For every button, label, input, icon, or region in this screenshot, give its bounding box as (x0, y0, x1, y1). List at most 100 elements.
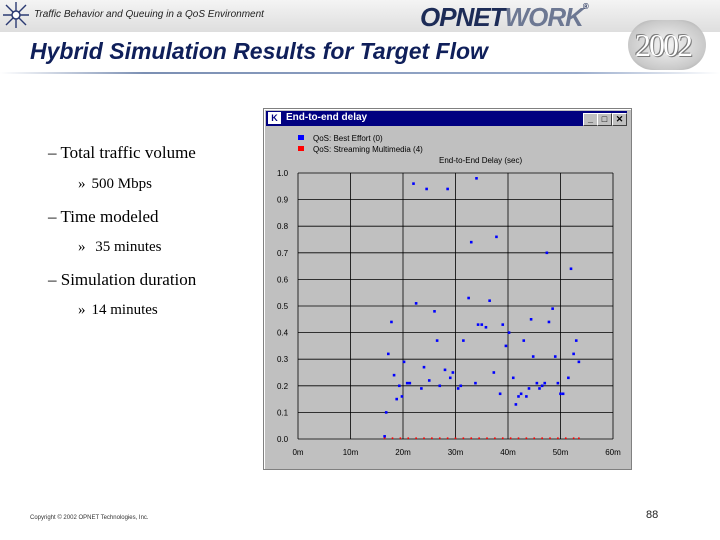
best-effort-point (383, 435, 386, 438)
best-effort-point (384, 411, 388, 414)
best-effort-point (551, 307, 554, 310)
streaming-point (486, 437, 488, 440)
legend-swatch-streaming (298, 146, 304, 151)
close-button[interactable]: ✕ (612, 113, 627, 126)
best-effort-point (387, 352, 390, 356)
best-effort-point (420, 387, 423, 390)
best-effort-point (390, 320, 393, 324)
best-effort-point (547, 320, 551, 324)
year-text: 2002 (635, 27, 693, 63)
x-tick-label: 0m (292, 448, 303, 457)
subbullet-value: 500 Mbps (91, 176, 152, 192)
best-effort-point (522, 339, 526, 342)
best-effort-point (433, 310, 436, 313)
x-tick-label: 30m (448, 448, 464, 457)
best-effort-point (535, 381, 539, 385)
subbullet-marker: » (78, 302, 86, 318)
best-effort-point (459, 384, 463, 388)
logo-main: OPNET (420, 2, 506, 32)
best-effort-point (467, 296, 470, 300)
best-effort-point (525, 395, 528, 398)
best-effort-point (577, 360, 581, 364)
best-effort-point (574, 339, 578, 342)
streaming-point (431, 437, 433, 440)
bullet-simulation-duration: – Simulation duration (48, 270, 197, 289)
best-effort-point (456, 387, 460, 390)
logo-registered-mark: ® (582, 2, 589, 11)
x-tick-label: 20m (395, 448, 411, 457)
best-effort-point (405, 381, 409, 385)
best-effort-point (495, 235, 498, 239)
delay-scatter-chart: QoS: Best Effort (0) QoS: Streaming Mult… (277, 134, 621, 457)
best-effort-point (561, 392, 565, 396)
best-effort-point (498, 392, 502, 396)
streaming-point (494, 437, 496, 440)
y-tick-label: 0.8 (277, 222, 289, 231)
streaming-point (517, 437, 520, 440)
x-axis-ticks: 0m 10m 20m 30m 40m 50m 60m (292, 448, 621, 457)
streaming-point (407, 437, 410, 440)
streaming-point (525, 437, 528, 440)
best-effort-point (469, 240, 473, 244)
best-effort-point (545, 251, 549, 255)
best-effort-point (504, 344, 508, 348)
best-effort-point (572, 352, 575, 356)
best-effort-point (412, 182, 415, 185)
chart-title: End-to-End Delay (sec) (439, 156, 522, 165)
deck-subtitle: Traffic Behavior and Queuing in a QoS En… (34, 9, 264, 20)
y-tick-label: 0.0 (277, 435, 289, 444)
best-effort-point (540, 384, 544, 388)
y-tick-label: 0.1 (277, 408, 289, 417)
subbullet-value: 14 minutes (91, 302, 158, 318)
streaming-point (470, 437, 473, 440)
streaming-point (501, 437, 504, 440)
best-effort-point (480, 323, 484, 326)
y-tick-label: 0.6 (277, 275, 289, 284)
y-tick-label: 0.9 (277, 196, 289, 205)
y-tick-label: 0.4 (277, 329, 289, 338)
best-effort-point (514, 403, 518, 406)
y-tick-label: 0.2 (277, 382, 289, 391)
title-divider (0, 72, 720, 74)
streaming-point (557, 437, 559, 440)
streaming-point (509, 437, 512, 440)
subbullet-marker: » (78, 176, 86, 192)
streaming-point (446, 437, 449, 440)
best-effort-point (559, 392, 562, 396)
streaming-point (478, 437, 480, 440)
subbullet-simulation-duration: » 14 minutes (78, 302, 158, 319)
x-tick-label: 50m (553, 448, 569, 457)
best-effort-point (402, 360, 406, 364)
window-titlebar[interactable]: K End-to-end delay _ □ ✕ (266, 111, 627, 126)
best-effort-point (414, 302, 418, 305)
window-app-icon[interactable]: K (268, 112, 281, 124)
best-effort-point (475, 177, 478, 180)
best-effort-point (511, 376, 515, 380)
best-effort-point (448, 376, 452, 380)
streaming-point (415, 437, 417, 440)
minimize-button[interactable]: _ (583, 113, 598, 126)
best-effort-point (435, 339, 439, 342)
best-effort-point (531, 355, 535, 358)
plot-area: QoS: Best Effort (0) QoS: Streaming Mult… (267, 129, 627, 465)
bullet-time-modeled: – Time modeled (48, 207, 159, 226)
maximize-button[interactable]: □ (597, 113, 612, 126)
opnet-star-icon (3, 2, 29, 28)
best-effort-point (543, 381, 547, 385)
streaming-point (391, 437, 394, 440)
streaming-point (541, 437, 543, 440)
best-effort-point (392, 373, 396, 377)
y-tick-label: 1.0 (277, 169, 289, 178)
year-badge: 2002 (628, 20, 706, 70)
best-effort-point (529, 318, 533, 321)
opnetwork-logo: OPNETWORK® (420, 2, 589, 33)
y-axis-ticks: 0.0 0.1 0.2 0.3 0.4 0.5 0.6 0.7 0.8 0.9 1.0 (277, 169, 289, 444)
best-effort-point (425, 187, 428, 191)
best-effort-point (408, 381, 412, 385)
streaming-point (572, 437, 575, 440)
streaming-point (549, 437, 551, 440)
chart-grid (297, 172, 614, 440)
x-tick-label: 60m (605, 448, 621, 457)
best-effort-point (474, 381, 477, 385)
window-title: End-to-end delay (286, 112, 368, 123)
